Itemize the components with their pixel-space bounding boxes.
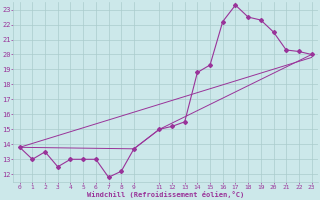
X-axis label: Windchill (Refroidissement éolien,°C): Windchill (Refroidissement éolien,°C) (87, 191, 244, 198)
